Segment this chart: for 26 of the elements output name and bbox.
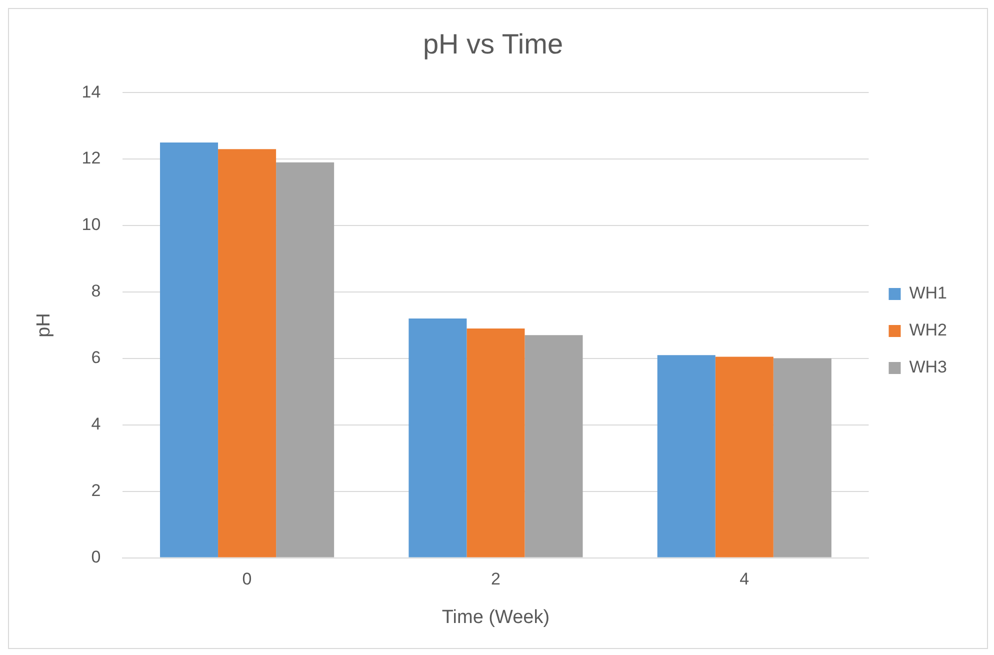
x-tick-label: 4 xyxy=(740,570,750,589)
bar xyxy=(524,335,583,558)
y-tick-label: 2 xyxy=(91,481,101,500)
y-tick-label: 10 xyxy=(82,215,101,234)
y-tick-label: 12 xyxy=(82,148,101,168)
bar xyxy=(408,318,467,558)
bar xyxy=(276,162,334,558)
y-tick-label: 0 xyxy=(91,547,101,566)
bar xyxy=(218,149,276,558)
x-tick-label: 0 xyxy=(242,570,252,589)
y-axis-title: pH xyxy=(34,313,55,338)
y-tick-label: 4 xyxy=(91,414,101,434)
bar xyxy=(466,328,525,558)
legend-label: WH3 xyxy=(909,358,948,377)
y-tick-label: 8 xyxy=(91,282,101,301)
bar xyxy=(657,355,716,558)
y-tick-label: 6 xyxy=(91,348,101,368)
legend-label: WH2 xyxy=(909,320,948,340)
y-tick-label: 14 xyxy=(82,82,101,102)
x-tick-label: 2 xyxy=(490,570,500,589)
x-axis-title: Time (Week) xyxy=(442,606,550,628)
bar xyxy=(715,356,774,558)
chart-title: pH vs Time xyxy=(422,28,564,60)
legend-label: WH1 xyxy=(909,284,948,303)
bar xyxy=(773,358,832,558)
bar xyxy=(160,142,218,558)
